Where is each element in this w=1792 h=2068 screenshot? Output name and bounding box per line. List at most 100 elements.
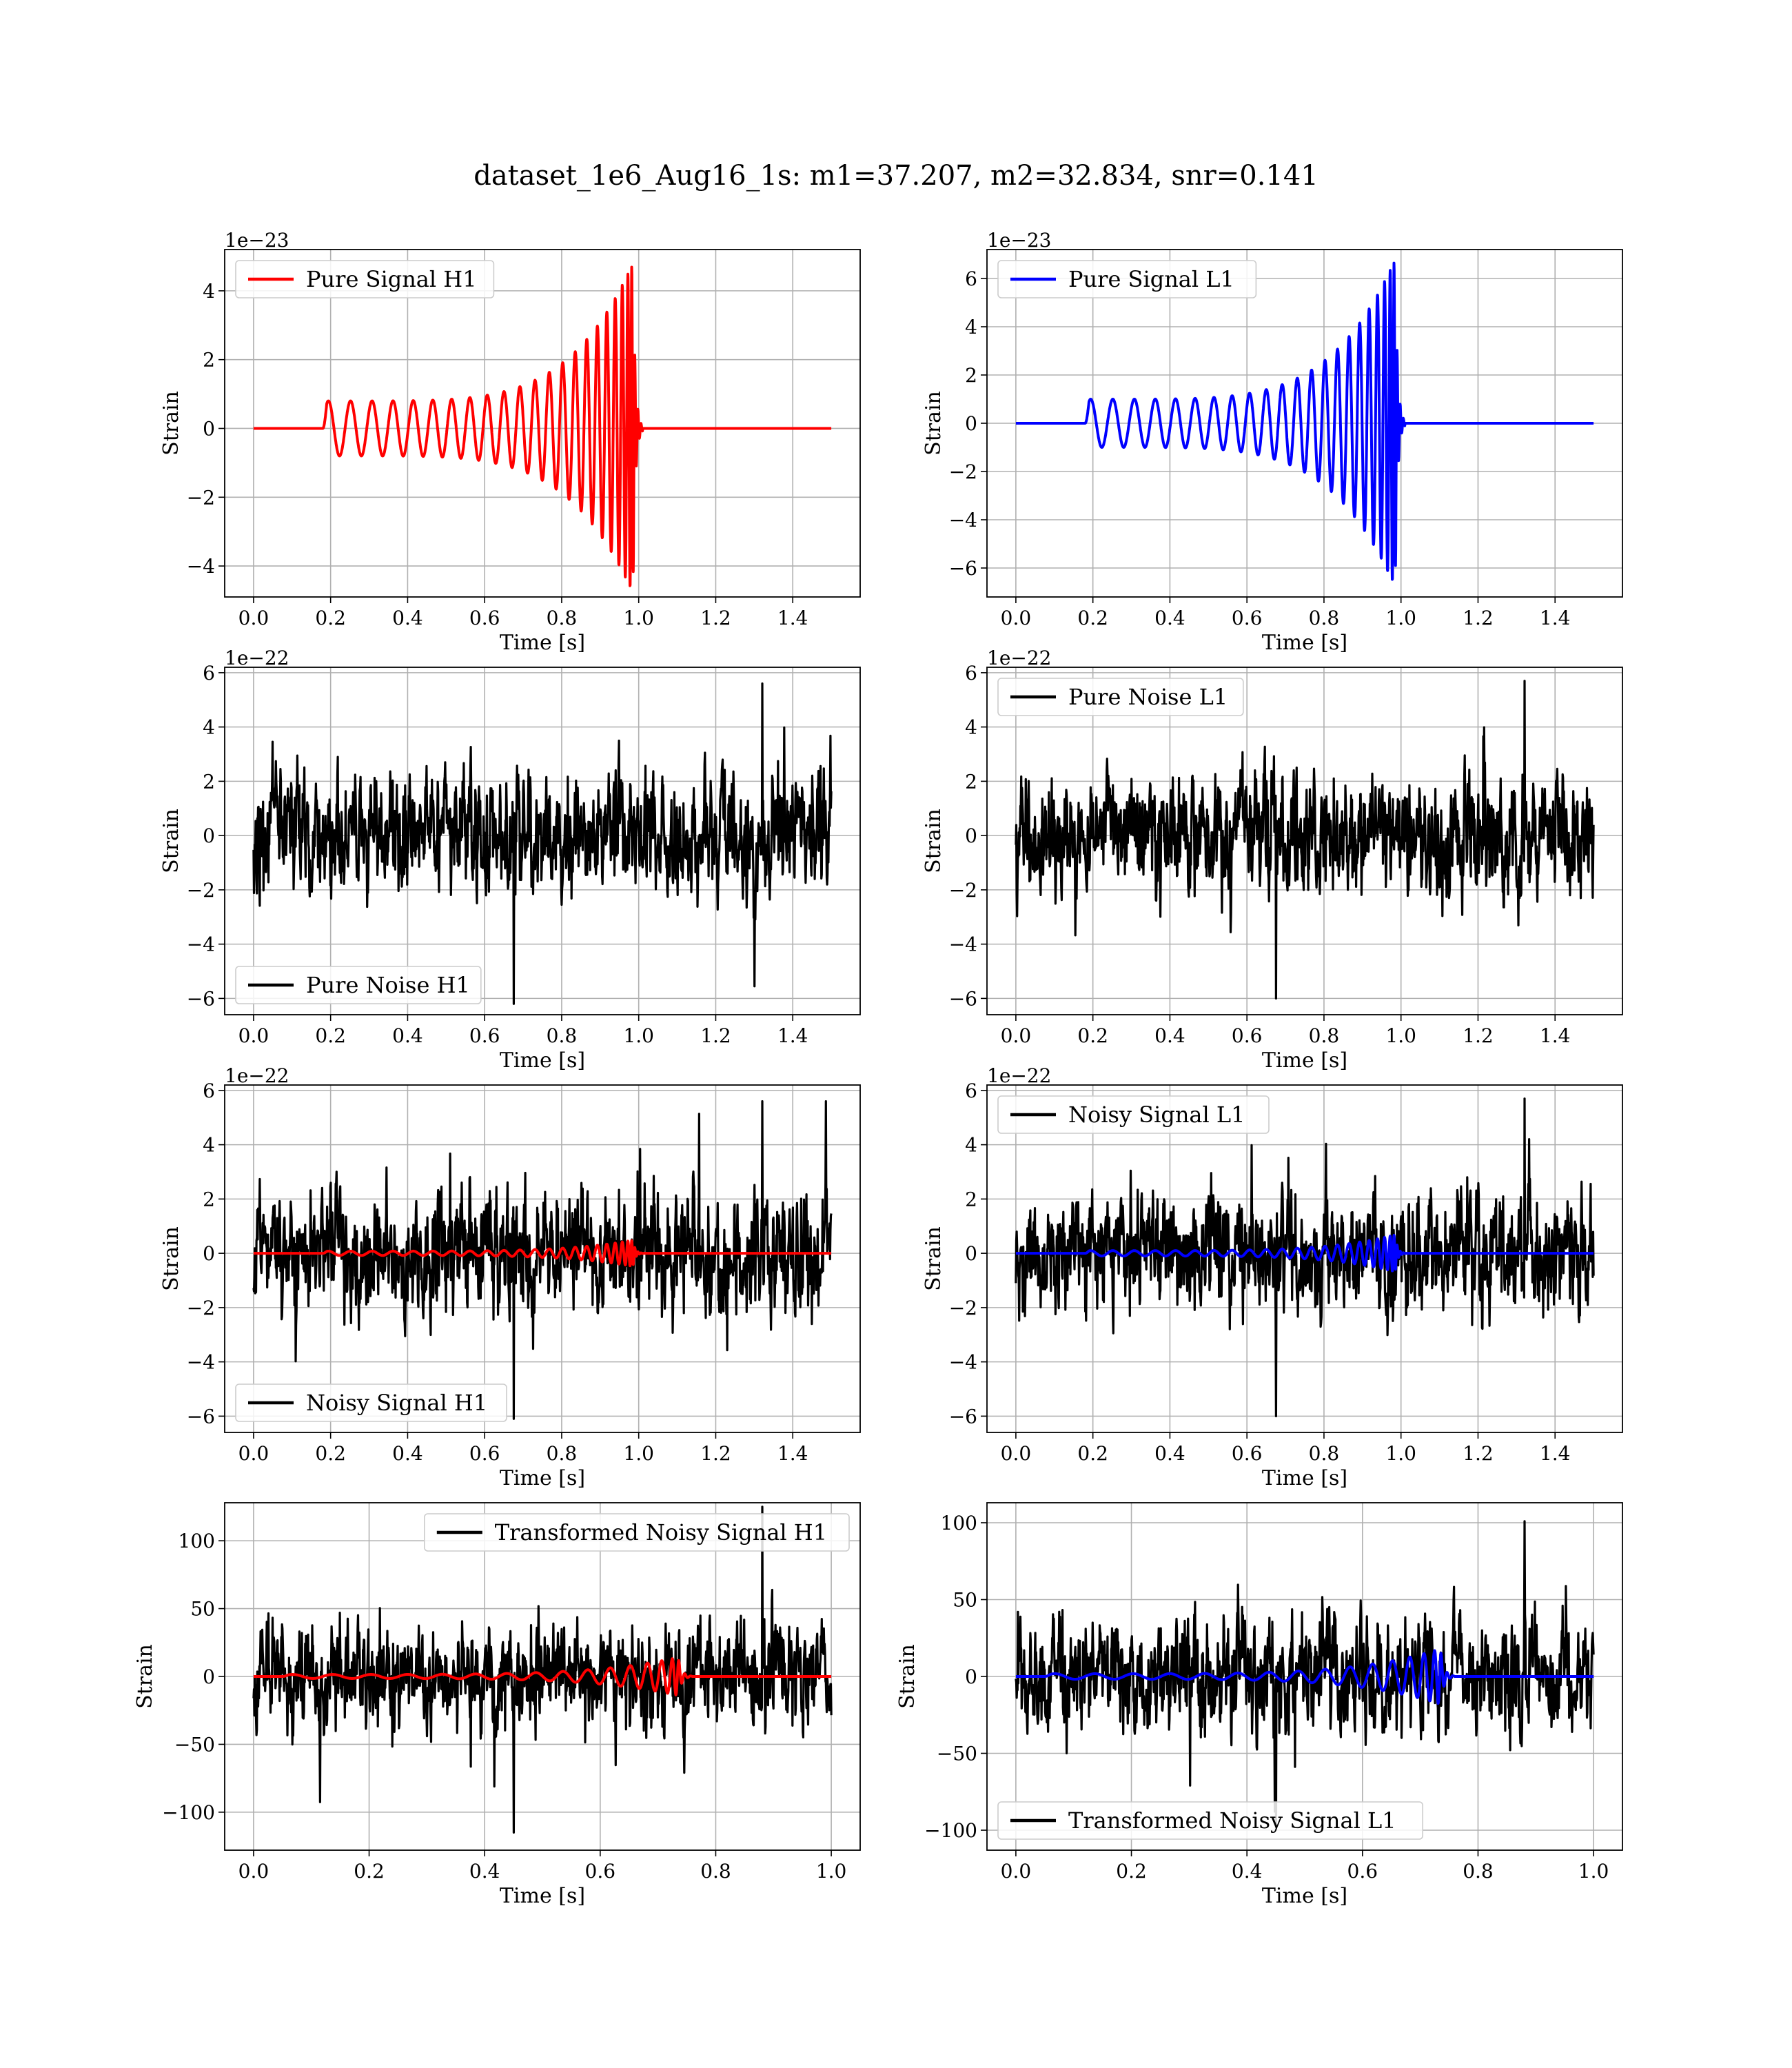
y-tick-label: 0 (965, 1242, 977, 1265)
chart-pure-noise-l1: 0.0 0.2 0.4 0.6 0.8 1.0 1.2 1.4 −6 −4 −2 0 2 4 6 Time [… (922, 647, 1623, 1073)
y-axis-label: Strain (922, 391, 946, 456)
series-line-1 (1015, 1649, 1595, 1705)
x-tick-label: 1.2 (700, 607, 731, 629)
chart-pure-signal-l1: 0.0 0.2 0.4 0.6 0.8 1.0 1.2 1.4 −6 −4 −2 0 2 4 6 Time [… (922, 229, 1623, 655)
series-line-1 (252, 1657, 833, 1696)
y-tick-label: −100 (162, 1801, 215, 1824)
x-tick-label: 0.6 (469, 1024, 500, 1047)
legend: Transformed Noisy Signal H1 (423, 1513, 850, 1552)
x-tick-label: 0.2 (315, 1442, 346, 1465)
x-tick-label: 0.0 (1001, 1860, 1032, 1883)
x-tick-label: 1.0 (1578, 1860, 1609, 1883)
y-tick-label: 50 (190, 1598, 215, 1621)
x-tick-label: 0.0 (238, 1442, 269, 1465)
x-tick-label: 0.0 (238, 1860, 269, 1883)
legend: Pure Signal L1 (997, 260, 1257, 298)
series-line-0 (252, 1506, 833, 1834)
series-line-0 (1015, 1097, 1595, 1417)
y-tick-label: 6 (965, 662, 977, 685)
y-tick-label: 2 (965, 364, 977, 387)
x-tick-label: 1.2 (1463, 1024, 1494, 1047)
x-tick-label: 0.2 (1077, 1024, 1108, 1047)
y-offset-label: 1e−22 (987, 1064, 1051, 1087)
y-axis-label: Strain (922, 1226, 946, 1291)
legend-label: Transformed Noisy Signal L1 (1068, 1807, 1396, 1834)
x-tick-label: 0.8 (547, 607, 578, 629)
y-tick-label: −50 (937, 1743, 977, 1765)
x-tick-label: 0.4 (469, 1860, 500, 1883)
series-group (252, 265, 833, 587)
series-group (252, 682, 833, 1005)
y-tick-label: 0 (203, 1665, 215, 1688)
y-tick-label: −6 (187, 1405, 215, 1428)
x-tick-label: 0.2 (1077, 1442, 1108, 1465)
axes-frame (224, 1084, 861, 1433)
y-tick-label: −50 (174, 1733, 215, 1756)
y-tick-label: −2 (949, 879, 977, 902)
y-tick-label: −4 (949, 509, 977, 531)
x-tick-label: 0.0 (1001, 607, 1032, 629)
x-axis-label: Time [s] (500, 1466, 585, 1490)
grid (987, 250, 1622, 597)
y-tick-label: 6 (203, 1079, 215, 1102)
chart-pure-noise-h1: 0.0 0.2 0.4 0.6 0.8 1.0 1.2 1.4 −6 −4 −2 0 2 4 6 Time [… (159, 647, 861, 1073)
x-tick-label: 0.8 (547, 1442, 578, 1465)
legend-box (997, 260, 1257, 298)
y-tick-label: 6 (965, 267, 977, 290)
chart-noisy-signal-h1: 0.0 0.2 0.4 0.6 0.8 1.0 1.2 1.4 −6 −4 −2 0 2 4 6 Time [… (159, 1064, 861, 1490)
legend-box (235, 260, 495, 298)
y-tick-label: 4 (203, 280, 215, 303)
y-tick-label: 0 (965, 1665, 977, 1688)
series-group (1015, 261, 1595, 581)
legend: Pure Noise L1 (997, 678, 1244, 716)
x-tick-label: 1.0 (623, 1024, 654, 1047)
y-tick-label: 4 (203, 1134, 215, 1157)
series-line-1 (252, 1239, 833, 1268)
x-tick-label: 0.6 (1232, 607, 1263, 629)
axes-frame (224, 249, 861, 598)
y-tick-label: −2 (187, 486, 215, 509)
legend-box (423, 1513, 850, 1552)
y-axis-label: Strain (159, 391, 183, 456)
y-axis-label: Strain (895, 1644, 919, 1709)
x-tick-label: 0.6 (585, 1860, 616, 1883)
x-axis-label: Time [s] (1262, 1884, 1347, 1908)
x-tick-label: 0.0 (1001, 1442, 1032, 1465)
x-tick-label: 0.8 (1309, 607, 1340, 629)
chart-transformed-noisy-signal-h1: 0.0 0.2 0.4 0.6 0.8 1.0 −100 −50 0 50 100 Time [s] S… (133, 1502, 861, 1908)
x-tick-label: 0.2 (354, 1860, 385, 1883)
x-tick-label: 1.4 (777, 1024, 808, 1047)
y-tick-label: −2 (949, 1297, 977, 1319)
x-tick-label: 0.8 (1309, 1442, 1340, 1465)
y-axis-label: Strain (133, 1644, 157, 1709)
x-tick-label: 1.4 (777, 607, 808, 629)
legend-box (997, 1801, 1424, 1840)
series-line-0 (252, 1100, 833, 1420)
y-axis-label: Strain (922, 809, 946, 873)
series-group (1015, 680, 1595, 1000)
legend-box (997, 678, 1244, 716)
x-tick-label: 0.8 (700, 1860, 731, 1883)
y-tick-label: 0 (965, 412, 977, 435)
x-tick-label: 0.2 (1116, 1860, 1147, 1883)
series-line-1 (1015, 1234, 1595, 1273)
legend: Pure Noise H1 (235, 966, 482, 1004)
y-offset-label: 1e−22 (225, 1064, 289, 1087)
y-tick-label: −100 (924, 1819, 977, 1842)
series-line-0 (1015, 680, 1595, 1000)
x-tick-label: 1.0 (623, 1442, 654, 1465)
legend-label: Pure Signal L1 (1068, 266, 1234, 292)
x-tick-label: 1.0 (1385, 1442, 1416, 1465)
y-tick-label: 0 (203, 417, 215, 440)
y-axis-label: Strain (159, 1226, 183, 1291)
x-tick-label: 1.4 (1540, 1024, 1571, 1047)
y-offset-label: 1e−22 (987, 647, 1051, 669)
y-tick-label: 6 (203, 662, 215, 685)
x-tick-label: 1.2 (700, 1442, 731, 1465)
legend-label: Pure Signal H1 (306, 266, 477, 292)
series-group (252, 1506, 833, 1834)
y-tick-label: 0 (203, 1242, 215, 1265)
y-tick-label: 4 (965, 316, 977, 338)
y-tick-label: 50 (953, 1588, 977, 1611)
x-tick-label: 1.0 (623, 607, 654, 629)
